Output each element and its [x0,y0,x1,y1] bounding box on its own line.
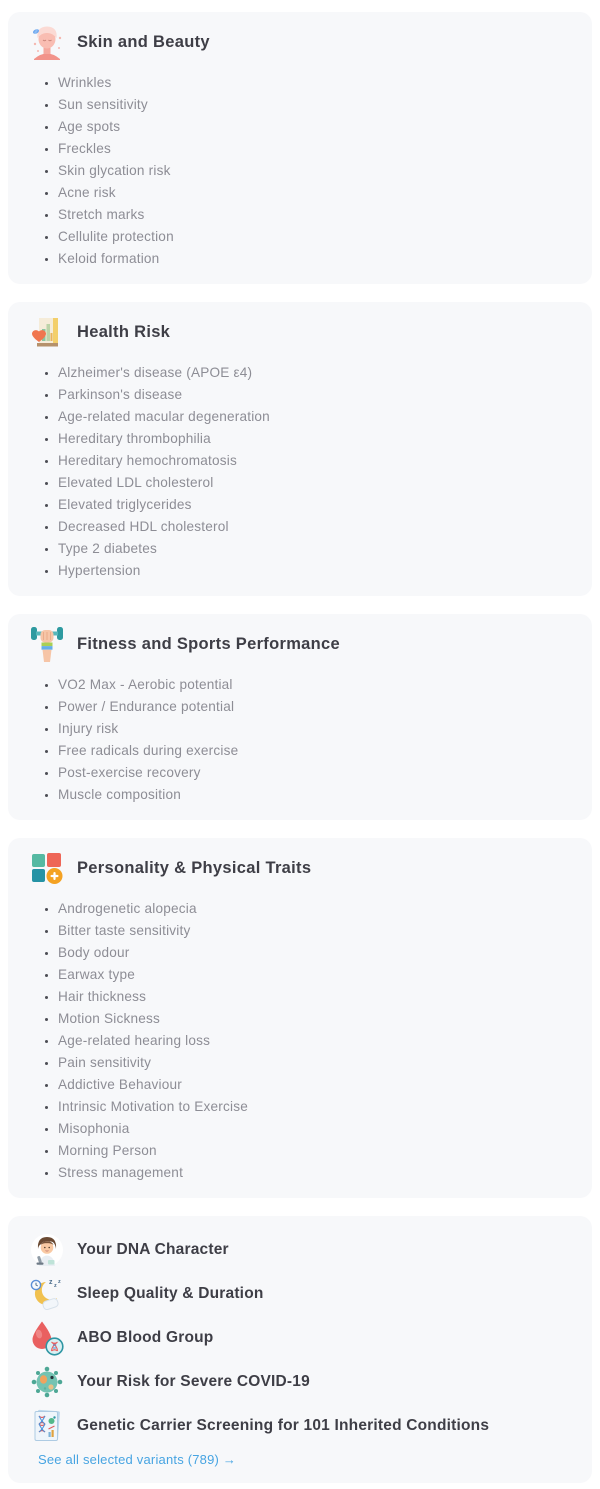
list-item: Age-related hearing loss [58,1030,570,1052]
trait-list: Alzheimer's disease (APOE ε4) Parkinson'… [30,362,570,582]
category-card-personality-traits: Personality & Physical Traits Androgenet… [8,838,592,1198]
dumbbell-fist-icon [30,626,64,662]
list-item: Alzheimer's disease (APOE ε4) [58,362,570,384]
genetic-report-icon [30,1408,64,1444]
list-item: Misophonia [58,1118,570,1140]
list-item: VO2 Max - Aerobic potential [58,674,570,696]
feature-label: ABO Blood Group [77,1329,214,1346]
card-title: Skin and Beauty [77,32,210,51]
list-item: Acne risk [58,182,570,204]
list-item: Skin glycation risk [58,160,570,182]
list-item: Type 2 diabetes [58,538,570,560]
card-title: Health Risk [77,322,171,341]
card-title: Personality & Physical Traits [77,858,312,877]
list-item: Age-related macular degeneration [58,406,570,428]
feature-row-covid-risk: Your Risk for Severe COVID-19 [30,1360,570,1404]
card-title: Fitness and Sports Performance [77,634,340,653]
svg-text:z: z [58,1279,61,1285]
feature-row-dna-character: Your DNA Character [30,1228,570,1272]
category-card-fitness-sports: Fitness and Sports Performance VO2 Max -… [8,614,592,820]
list-item: Sun sensitivity [58,94,570,116]
list-item: Power / Endurance potential [58,696,570,718]
card-header: Personality & Physical Traits [30,850,570,886]
card-header: Fitness and Sports Performance [30,626,570,662]
list-item: Freckles [58,138,570,160]
feature-label: Sleep Quality & Duration [77,1285,264,1302]
list-item: Androgenetic alopecia [58,898,570,920]
extra-features-card: Your DNA Character z z z Sleep Quality &… [8,1216,592,1483]
feature-row-sleep-quality: z z z Sleep Quality & Duration [30,1272,570,1316]
facial-spa-icon [30,24,64,60]
category-card-health-risk: Health Risk Alzheimer's disease (APOE ε4… [8,302,592,596]
card-header: Health Risk [30,314,570,350]
svg-text:z: z [49,1279,53,1286]
list-item: Hereditary thrombophilia [58,428,570,450]
list-item: Cellulite protection [58,226,570,248]
list-item: Earwax type [58,964,570,986]
list-item: Morning Person [58,1140,570,1162]
trait-list: Wrinkles Sun sensitivity Age spots Freck… [30,72,570,270]
feature-row-abo-blood-group: ABO Blood Group [30,1316,570,1360]
list-item: Elevated triglycerides [58,494,570,516]
card-header: Skin and Beauty [30,24,570,60]
blood-drop-dna-icon [30,1320,64,1356]
feature-label: Your DNA Character [77,1241,229,1258]
feature-row-carrier-screening: Genetic Carrier Screening for 101 Inheri… [30,1404,570,1448]
list-item: Hereditary hemochromatosis [58,450,570,472]
health-chart-heart-icon [30,314,64,350]
list-item: Free radicals during exercise [58,740,570,762]
list-item: Post-exercise recovery [58,762,570,784]
virus-icon [30,1364,64,1400]
see-all-variants-link[interactable]: See all selected variants (789) → [38,1452,237,1467]
list-item: Elevated LDL cholesterol [58,472,570,494]
feature-label: Your Risk for Severe COVID-19 [77,1373,310,1390]
list-item: Addictive Behaviour [58,1074,570,1096]
list-item: Pain sensitivity [58,1052,570,1074]
trait-list: VO2 Max - Aerobic potential Power / Endu… [30,674,570,806]
list-item: Injury risk [58,718,570,740]
dna-character-icon [30,1232,64,1268]
feature-label: Genetic Carrier Screening for 101 Inheri… [77,1417,490,1434]
sleep-moon-icon: z z z [30,1276,64,1312]
list-item: Body odour [58,942,570,964]
svg-text:z: z [54,1283,57,1289]
list-item: Hair thickness [58,986,570,1008]
four-squares-icon [30,850,64,886]
list-item: Parkinson's disease [58,384,570,406]
list-item: Hypertension [58,560,570,582]
category-card-skin-and-beauty: Skin and Beauty Wrinkles Sun sensitivity… [8,12,592,284]
list-item: Stretch marks [58,204,570,226]
list-item: Intrinsic Motivation to Exercise [58,1096,570,1118]
list-item: Wrinkles [58,72,570,94]
list-item: Muscle composition [58,784,570,806]
list-item: Decreased HDL cholesterol [58,516,570,538]
trait-list: Androgenetic alopecia Bitter taste sensi… [30,898,570,1184]
list-item: Bitter taste sensitivity [58,920,570,942]
list-item: Age spots [58,116,570,138]
list-item: Motion Sickness [58,1008,570,1030]
list-item: Stress management [58,1162,570,1184]
list-item: Keloid formation [58,248,570,270]
